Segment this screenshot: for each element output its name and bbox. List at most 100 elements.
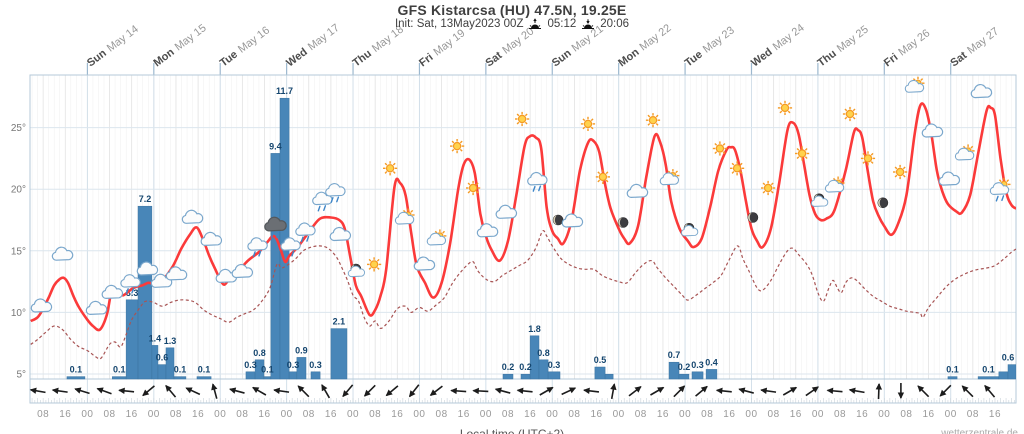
- precip-bar: [330, 328, 348, 380]
- precip-bar: [547, 371, 561, 380]
- day-label: SunMay 14: [85, 23, 141, 69]
- precip-bar: [538, 359, 549, 380]
- cloud-icon: [215, 268, 238, 284]
- moon-cloud-icon: [811, 193, 829, 207]
- hour-label: 16: [590, 409, 602, 420]
- wind-arrow: [875, 383, 883, 400]
- cloud-icon: [85, 300, 108, 316]
- y-tick-label: 10°: [11, 308, 26, 319]
- precip-value: 0.6: [156, 353, 169, 363]
- wind-arrow: [539, 386, 554, 396]
- precip-value: 2.1: [333, 317, 346, 327]
- hour-label: 16: [325, 409, 337, 420]
- sun-icon: [645, 113, 661, 128]
- hour-label: 08: [236, 409, 248, 420]
- cloud-icon: [476, 223, 499, 238]
- hour-label: 16: [391, 409, 403, 420]
- wind-arrow: [450, 387, 467, 395]
- hour-label: 16: [790, 409, 802, 420]
- sun-icon: [842, 106, 858, 122]
- rain-cloud-icon: [295, 222, 316, 243]
- sun-icon: [580, 116, 596, 132]
- sun-icon: [595, 169, 611, 184]
- wind-arrow: [74, 387, 90, 395]
- precip-bar: [998, 371, 1009, 380]
- precip-value: 0.3: [244, 360, 257, 370]
- precip-value: 0.1: [946, 365, 959, 375]
- cloud-icon: [51, 246, 74, 261]
- sun-cloud-icon: [904, 76, 925, 93]
- cloud-icon: [938, 171, 961, 186]
- wind-arrow: [252, 386, 267, 396]
- wind-arrow: [211, 383, 218, 399]
- hour-label: 08: [103, 409, 115, 420]
- wind-arrow: [494, 387, 511, 394]
- wind-arrow: [385, 385, 399, 397]
- sun-icon: [367, 257, 382, 272]
- cloud-icon: [329, 226, 352, 242]
- precip-bar: [529, 335, 540, 380]
- watermark-link[interactable]: wetterzentrale.de: [941, 428, 1018, 434]
- wind-arrow: [715, 387, 732, 395]
- hour-label: 00: [745, 409, 757, 420]
- wind-arrow: [118, 387, 135, 395]
- wind-arrow: [561, 387, 577, 396]
- hour-label: 00: [878, 409, 890, 420]
- precip-value: 7.2: [139, 194, 152, 204]
- precip-bar: [270, 153, 281, 380]
- precip-value: 0.1: [198, 365, 211, 375]
- precip-bar: [263, 376, 272, 380]
- rain-cloud-icon: [280, 237, 301, 258]
- rain-cloud-icon: [247, 237, 268, 258]
- sun-icon: [383, 161, 398, 176]
- cloud-icon: [136, 261, 159, 276]
- y-tick-label: 25°: [11, 123, 26, 134]
- precip-bar: [1007, 364, 1016, 380]
- cloud-icon: [561, 213, 584, 228]
- precip-bar: [288, 371, 298, 380]
- precip-bar: [296, 357, 307, 380]
- precip-bar: [520, 373, 531, 380]
- wind-arrow: [583, 387, 600, 394]
- wind-arrow: [984, 384, 996, 398]
- precip-bar: [310, 371, 321, 380]
- wind-arrow: [738, 387, 754, 394]
- sun-cloud-icon: [394, 208, 415, 225]
- sun-cloud-icon: [426, 229, 447, 246]
- hour-label: 08: [568, 409, 580, 420]
- cloud-icon: [200, 231, 223, 247]
- sun-rain-cloud-icon: [989, 177, 1011, 202]
- wind-arrow: [408, 384, 420, 398]
- precip-value: 0.9: [295, 345, 308, 355]
- cloud-icon: [921, 123, 944, 138]
- hour-label: 08: [701, 409, 713, 420]
- sun-icon: [892, 164, 908, 180]
- hour-label: 16: [989, 409, 1001, 420]
- precip-bar: [245, 371, 256, 380]
- precip-bar: [947, 376, 958, 380]
- precip-bar: [691, 371, 704, 380]
- hour-label: 08: [834, 409, 846, 420]
- sun-cloud-icon: [659, 169, 680, 186]
- hour-label: 08: [768, 409, 780, 420]
- precip-value: 1.8: [528, 324, 541, 334]
- cloud-icon: [101, 284, 124, 300]
- precip-bar: [137, 205, 153, 380]
- hour-label: 00: [480, 409, 492, 420]
- moon-icon: [552, 214, 564, 226]
- day-label: ThuMay 25: [815, 24, 870, 70]
- precip-value: 0.5: [594, 355, 607, 365]
- day-label: FriMay 19: [417, 27, 467, 69]
- hour-label: 00: [679, 409, 691, 420]
- weather-icons: [30, 76, 1011, 316]
- precip-bar: [502, 373, 514, 380]
- x-axis-title: Local time (UTC+2): [459, 427, 565, 434]
- hour-label: 08: [303, 409, 315, 420]
- precip-value: 0.3: [309, 360, 322, 370]
- moon-icon: [747, 212, 759, 223]
- wind-arrow: [516, 387, 533, 395]
- wind-arrow: [782, 386, 798, 396]
- precip-value: 0.2: [678, 362, 691, 372]
- day-label: SatMay 27: [948, 25, 1001, 69]
